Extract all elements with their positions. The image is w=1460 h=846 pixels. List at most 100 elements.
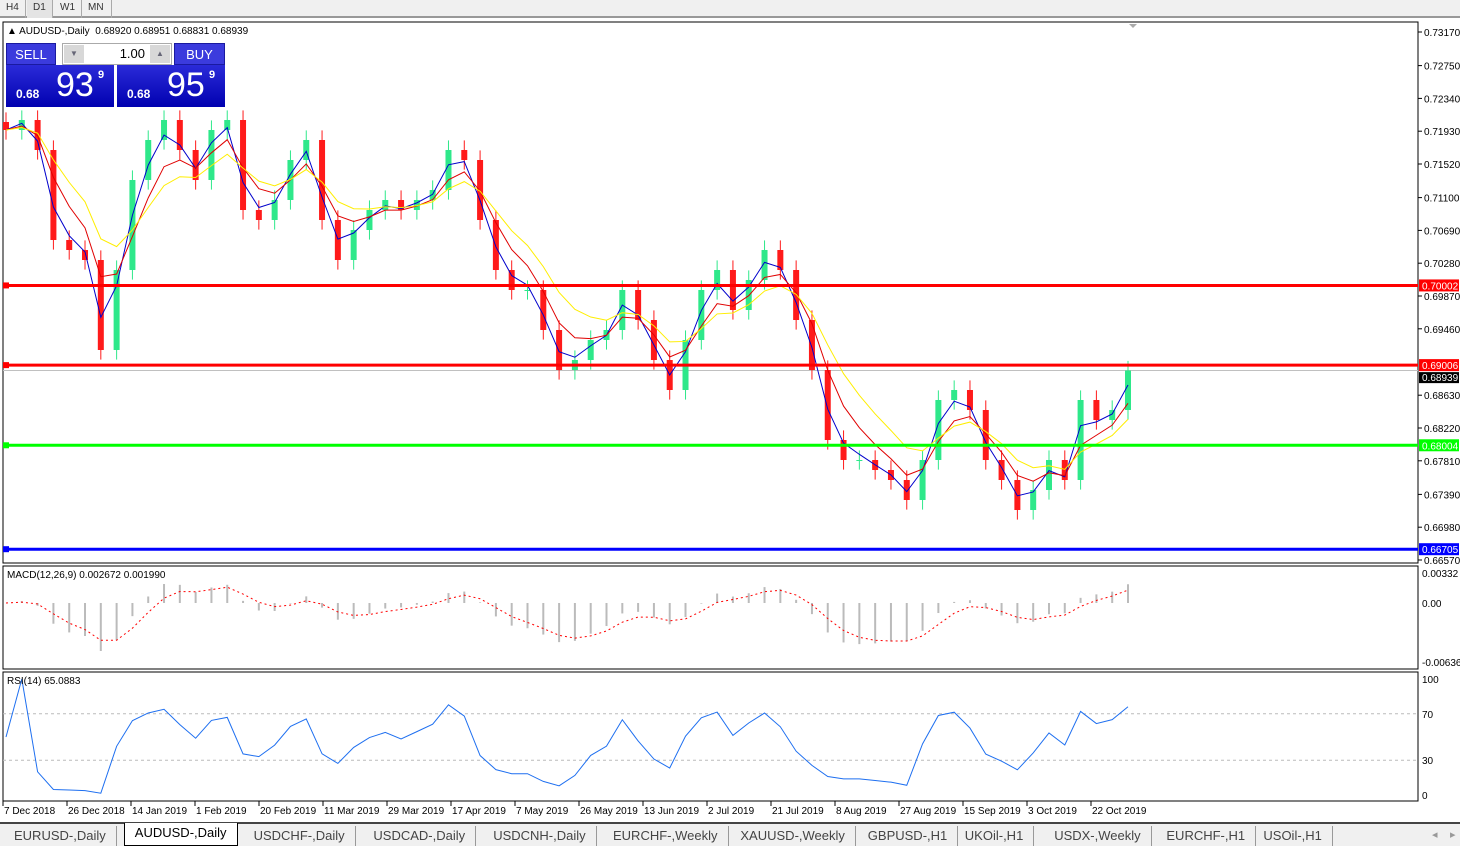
symbol-tab[interactable]: USOil-,H1 <box>1253 826 1333 846</box>
symbol-tab[interactable]: AUDUSD-,Daily <box>123 823 238 846</box>
hline-handle <box>3 442 9 449</box>
bull-candle <box>429 190 436 200</box>
date-label: 11 Mar 2019 <box>324 806 380 817</box>
hline-handle <box>3 282 9 289</box>
scroll-right-icon[interactable]: ▸ <box>1450 829 1456 841</box>
bull-candle <box>761 250 768 280</box>
date-label: 3 Oct 2019 <box>1028 806 1077 817</box>
symbol-tab[interactable]: GBPUSD-,H1 <box>858 826 959 846</box>
bear-candle <box>461 150 468 160</box>
bull-candle <box>113 270 120 350</box>
buy-price[interactable]: 0.68 95 9 <box>117 65 225 107</box>
decrease-lot-icon[interactable]: ▼ <box>64 45 84 63</box>
lot-size-stepper[interactable]: ▼ 1.00 ▲ <box>62 43 172 65</box>
date-label: 8 Aug 2019 <box>836 806 887 817</box>
bear-candle <box>540 290 547 330</box>
symbol-tab[interactable]: EURCHF-,Weekly <box>603 826 729 846</box>
buy-button[interactable]: BUY <box>174 43 225 65</box>
date-label: 2 Jul 2019 <box>708 806 755 817</box>
timeframe-toolbar: H4 D1 W1 MN <box>0 0 1460 18</box>
bull-candle <box>919 460 926 500</box>
timeframe-w1[interactable]: W1 <box>54 0 82 18</box>
price-tick-label: 0.70280 <box>1424 259 1460 270</box>
symbol-tab[interactable]: USDCNH-,Daily <box>483 826 597 846</box>
price-tick-label: 0.71930 <box>1424 127 1460 138</box>
bear-candle <box>398 200 405 210</box>
bull-candle <box>18 120 25 130</box>
bear-candle <box>903 480 910 500</box>
bull-candle <box>1030 490 1037 510</box>
bear-candle <box>966 390 973 410</box>
sell-price-pips: 93 <box>56 66 94 104</box>
price-tick-label: 0.67390 <box>1424 490 1460 501</box>
main-pane-border <box>2 21 1419 564</box>
bull-candle <box>1045 460 1052 490</box>
macd-axis-label: -0.00636 <box>1422 658 1460 669</box>
sell-price[interactable]: 0.68 93 9 <box>6 65 114 107</box>
bull-candle <box>1125 370 1131 410</box>
symbol-tab[interactable]: EURCHF-,H1 <box>1156 826 1257 846</box>
current-price-label: 0.68939 <box>1422 373 1459 384</box>
bear-candle <box>50 150 57 240</box>
date-label: 7 Dec 2018 <box>4 806 56 817</box>
bull-candle <box>350 230 357 260</box>
hline-label: 0.69006 <box>1422 361 1459 372</box>
bull-candle <box>303 140 310 160</box>
symbol-label: AUDUSD-,Daily <box>19 26 90 37</box>
bear-candle <box>492 220 499 270</box>
bull-candle <box>1077 400 1084 480</box>
bear-candle <box>176 120 183 150</box>
date-label: 22 Oct 2019 <box>1092 806 1147 817</box>
symbol-tab[interactable]: EURUSD-,Daily <box>4 826 117 846</box>
price-tick-label: 0.66980 <box>1424 523 1460 534</box>
sell-price-prefix: 0.68 <box>16 87 40 101</box>
price-tick-label: 0.68220 <box>1424 424 1460 435</box>
bull-candle <box>587 340 594 360</box>
rsi-pane-border <box>2 671 1419 802</box>
date-label: 15 Sep 2019 <box>964 806 1021 817</box>
lot-size-input[interactable]: 1.00 <box>119 46 145 61</box>
chart-shift-icon <box>1129 24 1137 28</box>
price-tick-label: 0.69870 <box>1424 292 1460 303</box>
bear-candle <box>1061 460 1068 480</box>
bull-candle <box>935 400 942 460</box>
bull-candle <box>271 200 278 220</box>
buy-price-prefix: 0.68 <box>127 87 151 101</box>
symbol-tab[interactable]: USDCHF-,Daily <box>244 826 356 846</box>
bull-candle <box>413 200 420 210</box>
sell-price-fraction: 9 <box>98 69 105 81</box>
timeframe-mn[interactable]: MN <box>82 0 112 18</box>
scroll-left-icon[interactable]: ◂ <box>1432 829 1438 841</box>
rsi-line <box>5 678 1129 794</box>
timeframe-d1[interactable]: D1 <box>27 0 53 18</box>
macd-pane-border <box>2 565 1419 670</box>
bear-candle <box>334 220 341 260</box>
hline-handle <box>3 546 9 553</box>
bull-candle <box>129 180 136 270</box>
hline-handle <box>3 362 9 369</box>
bear-candle <box>777 250 784 270</box>
sell-button[interactable]: SELL <box>6 43 56 65</box>
bear-candle <box>824 370 831 440</box>
chart-canvas[interactable]: 0.73170 0.72750 0.72340 0.71930 0.71520 0.711… <box>0 20 1460 822</box>
hline-label-bg <box>1419 439 1459 452</box>
one-click-trading-panel: SELL ▼ 1.00 ▲ BUY 0.68 93 9 0.68 95 9 <box>6 43 225 107</box>
symbol-tab[interactable]: USDX-,Weekly <box>1044 826 1152 846</box>
timeframe-h4[interactable]: H4 <box>0 0 26 18</box>
bull-candle <box>224 120 231 130</box>
symbol-tab[interactable]: USDCAD-,Daily <box>363 826 477 846</box>
symbol-tab[interactable]: UKOil-,H1 <box>955 826 1035 846</box>
rsi-axis-label: 70 <box>1422 710 1434 721</box>
date-label: 27 Aug 2019 <box>900 806 957 817</box>
hline-label: 0.66705 <box>1422 545 1459 556</box>
rsi-axis-label: 30 <box>1422 756 1434 767</box>
symbol-tab[interactable]: XAUUSD-,Weekly <box>730 826 856 846</box>
increase-lot-icon[interactable]: ▲ <box>150 45 170 63</box>
bear-candle <box>82 250 89 260</box>
bull-candle <box>619 290 626 330</box>
bear-candle <box>982 410 989 460</box>
bear-candle <box>66 240 73 250</box>
date-label: 17 Apr 2019 <box>452 806 506 817</box>
hline-label: 0.68004 <box>1422 441 1459 452</box>
price-tick-label: 0.68630 <box>1424 391 1460 402</box>
